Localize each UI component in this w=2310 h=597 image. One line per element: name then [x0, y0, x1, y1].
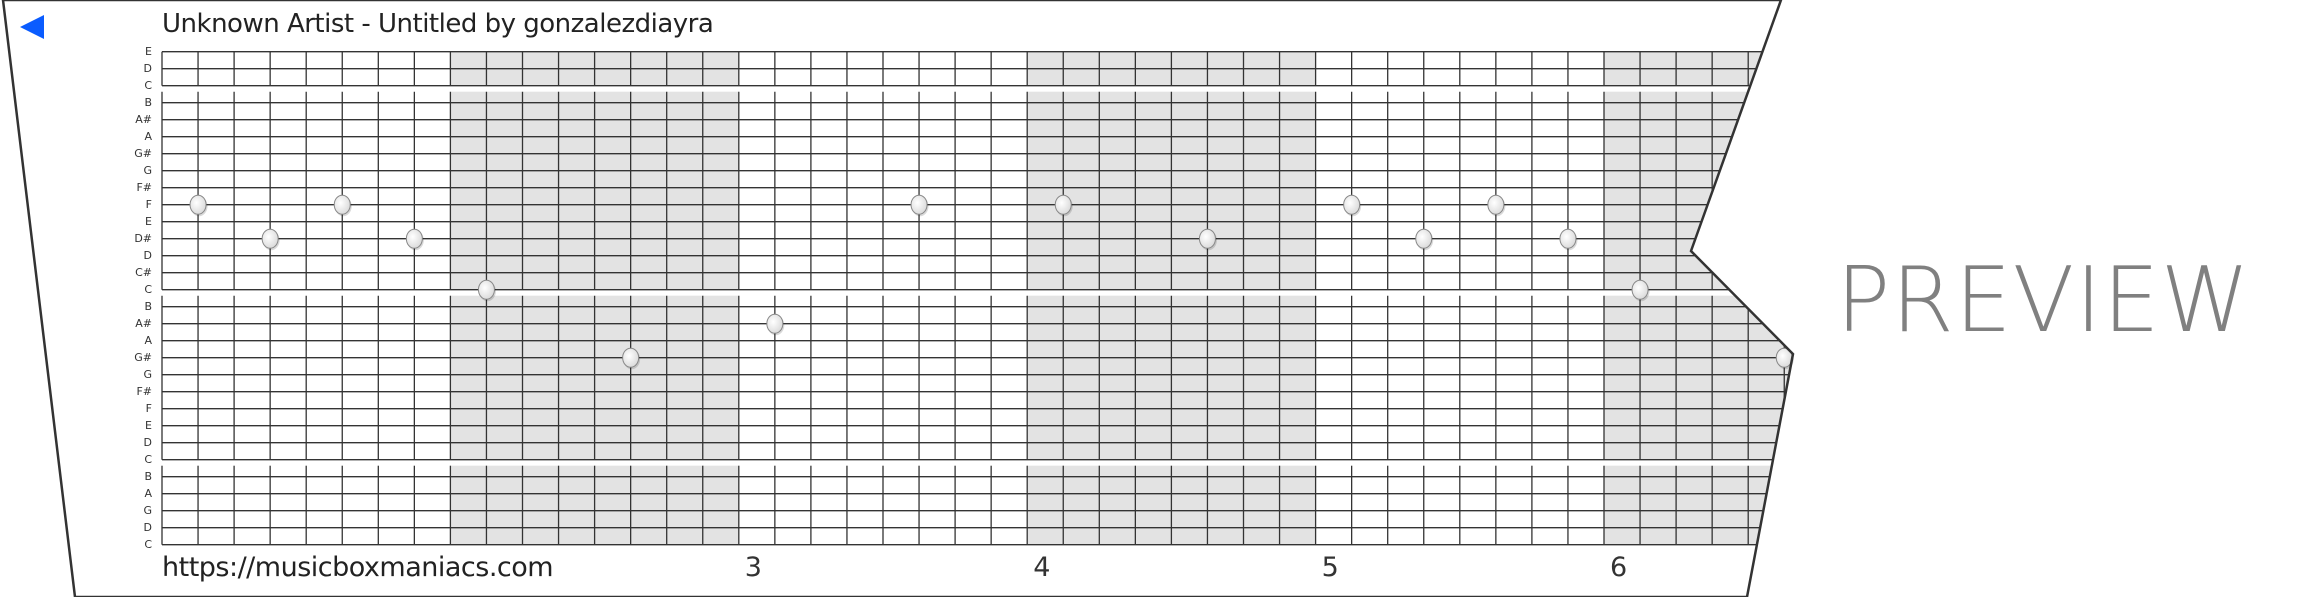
pitch-label: G# [134, 350, 152, 364]
pitch-label: G [143, 163, 152, 177]
pitch-label: C# [135, 265, 152, 279]
pitch-label: F# [136, 384, 152, 398]
note-F [1487, 194, 1505, 215]
note-grid [161, 51, 1793, 546]
pitch-label: E [145, 214, 152, 228]
pitch-label: E [145, 44, 152, 58]
note-G# [622, 347, 640, 368]
pitch-label: D [143, 248, 152, 262]
measure-number: 4 [1033, 552, 1051, 583]
pitch-label: D [143, 61, 152, 75]
preview-watermark: PREVIEW [1836, 248, 2251, 353]
back-arrow-icon[interactable] [20, 15, 44, 39]
paper-outline [1, 0, 1795, 597]
pitch-label: A [144, 129, 152, 143]
pitch-label: F [145, 401, 152, 415]
pitch-label: G# [134, 146, 152, 160]
note-F [189, 194, 207, 215]
note-C [1631, 279, 1649, 300]
note-F [1054, 194, 1072, 215]
notes-layer [189, 194, 1794, 370]
pitch-label: D [143, 435, 152, 449]
pitch-label: A [144, 486, 152, 500]
measure-number: 5 [1321, 552, 1339, 583]
pitch-label: G [143, 367, 152, 381]
pitch-label: C [144, 78, 152, 92]
note-A# [766, 313, 784, 334]
pitch-label: D# [134, 231, 152, 245]
note-D# [1559, 228, 1577, 249]
note-D# [1198, 228, 1216, 249]
pitch-label: F# [136, 180, 152, 194]
pitch-label: A# [135, 112, 152, 126]
measure-number: 6 [1610, 552, 1628, 583]
site-url-link[interactable]: https://musicboxmaniacs.com [162, 552, 554, 583]
song-title: Unknown Artist - Untitled by gonzalezdia… [162, 9, 714, 39]
pitch-label: C [144, 452, 152, 466]
note-C [477, 279, 495, 300]
note-F [910, 194, 928, 215]
pitch-label: D [143, 520, 152, 534]
note-D# [1415, 228, 1433, 249]
pitch-label: C [144, 537, 152, 551]
pitch-label: B [144, 299, 152, 313]
pitch-label: B [144, 469, 152, 483]
note-D# [261, 228, 279, 249]
pitch-label: G [143, 503, 152, 517]
pitch-label: C [144, 282, 152, 296]
measure-number: 3 [744, 552, 762, 583]
pitch-label: F [145, 197, 152, 211]
pitch-label: A [144, 333, 152, 347]
pitch-label: E [145, 418, 152, 432]
pitch-label: A# [135, 316, 152, 330]
note-D# [405, 228, 423, 249]
pitch-label: B [144, 95, 152, 109]
note-F [333, 194, 351, 215]
note-F [1343, 194, 1361, 215]
